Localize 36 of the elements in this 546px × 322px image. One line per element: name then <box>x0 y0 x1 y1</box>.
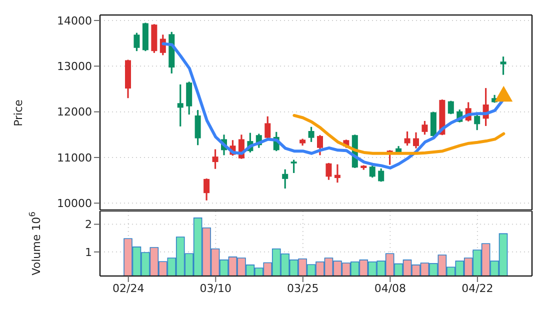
candlestick <box>134 32 140 52</box>
candlestick <box>404 130 410 146</box>
candlestick <box>264 116 271 140</box>
y-tick-label: 12000 <box>57 106 92 119</box>
candlestick <box>317 134 323 156</box>
candlestick <box>290 158 297 174</box>
candlestick <box>177 84 184 128</box>
candlestick <box>334 164 340 184</box>
candlestick <box>413 132 419 150</box>
candlestick <box>422 120 428 136</box>
candlestick <box>282 168 288 190</box>
candlestick <box>430 111 436 138</box>
candlestick <box>308 126 314 143</box>
y-axis-title: Price <box>12 99 25 126</box>
candlestick <box>474 112 480 131</box>
candlestick <box>500 56 506 76</box>
candlestick <box>194 109 201 146</box>
candlestick <box>378 168 384 182</box>
candlestick <box>326 162 332 181</box>
candlestick <box>186 80 192 116</box>
y-tick-label: 11000 <box>57 151 92 164</box>
candlestick <box>448 100 454 115</box>
y-tick-label: 10000 <box>57 197 92 210</box>
x-tick-label: 03/10 <box>200 282 232 295</box>
y-tick-label: 13000 <box>57 60 92 74</box>
candlestick <box>204 178 210 202</box>
x-tick-label: 02/24 <box>112 282 144 295</box>
candlestick <box>369 164 376 178</box>
x-tick-label: 04/22 <box>462 282 494 295</box>
candlestick <box>212 148 218 170</box>
y-tick-label: 1 <box>85 246 92 259</box>
y-tick-label: 14000 <box>57 14 92 28</box>
y-tick-label: 2 <box>85 218 92 232</box>
x-tick-label: 03/25 <box>287 282 319 295</box>
x-tick-label: 04/08 <box>374 282 406 295</box>
line-series <box>292 114 506 155</box>
